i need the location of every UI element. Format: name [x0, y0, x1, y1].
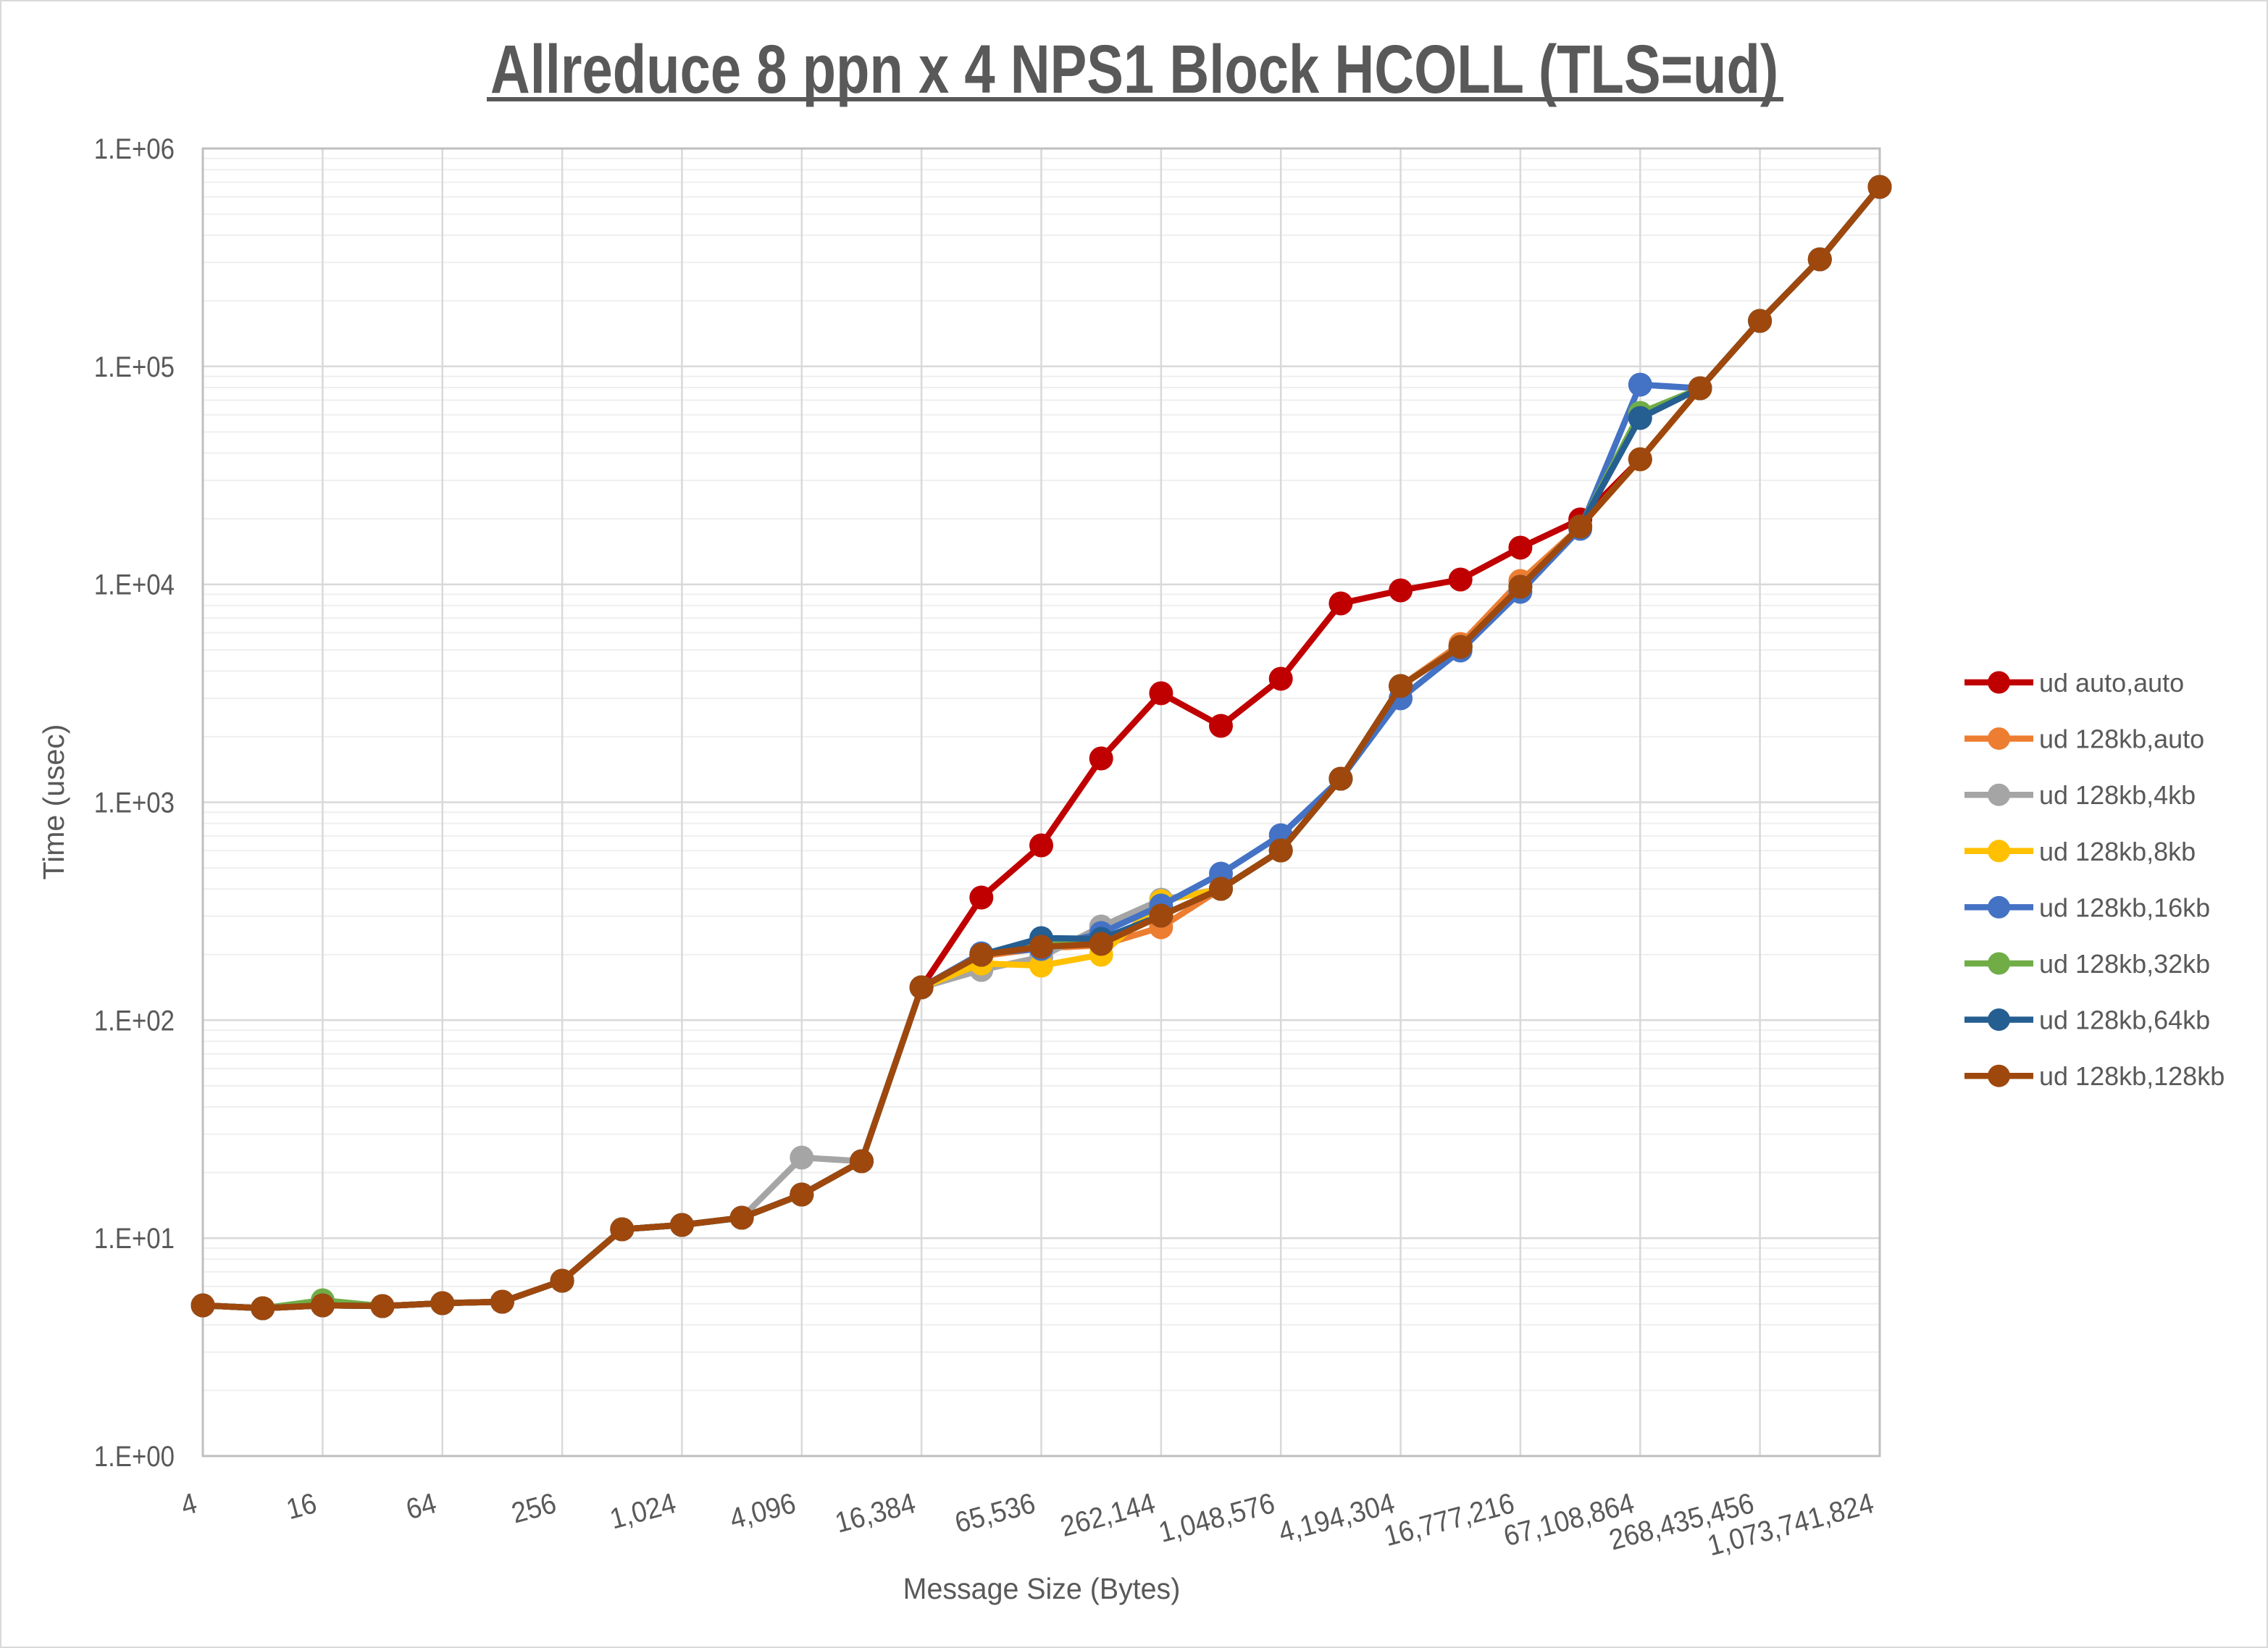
- svg-text:ud auto,auto: ud auto,auto: [2039, 668, 2184, 698]
- svg-text:1.E+00: 1.E+00: [94, 1440, 175, 1473]
- svg-text:Allreduce 8 ppn x 4 NPS1 Block: Allreduce 8 ppn x 4 NPS1 Block HCOLL (TL…: [490, 31, 1778, 108]
- svg-text:1.E+06: 1.E+06: [94, 133, 175, 165]
- svg-text:1.E+03: 1.E+03: [94, 786, 175, 819]
- svg-text:1.E+05: 1.E+05: [94, 351, 175, 383]
- svg-text:ud 128kb,8kb: ud 128kb,8kb: [2039, 837, 2196, 866]
- svg-text:ud 128kb,32kb: ud 128kb,32kb: [2039, 949, 2210, 979]
- svg-text:ud 128kb,128kb: ud 128kb,128kb: [2039, 1061, 2225, 1091]
- svg-text:1.E+02: 1.E+02: [94, 1004, 175, 1037]
- svg-text:Message Size (Bytes): Message Size (Bytes): [903, 1572, 1181, 1605]
- svg-text:ud 128kb,16kb: ud 128kb,16kb: [2039, 892, 2210, 922]
- svg-text:ud 128kb,4kb: ud 128kb,4kb: [2039, 780, 2196, 810]
- svg-text:ud 128kb,auto: ud 128kb,auto: [2039, 724, 2204, 754]
- svg-text:1.E+04: 1.E+04: [94, 568, 175, 601]
- svg-text:1.E+01: 1.E+01: [94, 1222, 175, 1255]
- svg-text:Time (usec): Time (usec): [37, 724, 70, 880]
- svg-text:ud 128kb,64kb: ud 128kb,64kb: [2039, 1005, 2210, 1035]
